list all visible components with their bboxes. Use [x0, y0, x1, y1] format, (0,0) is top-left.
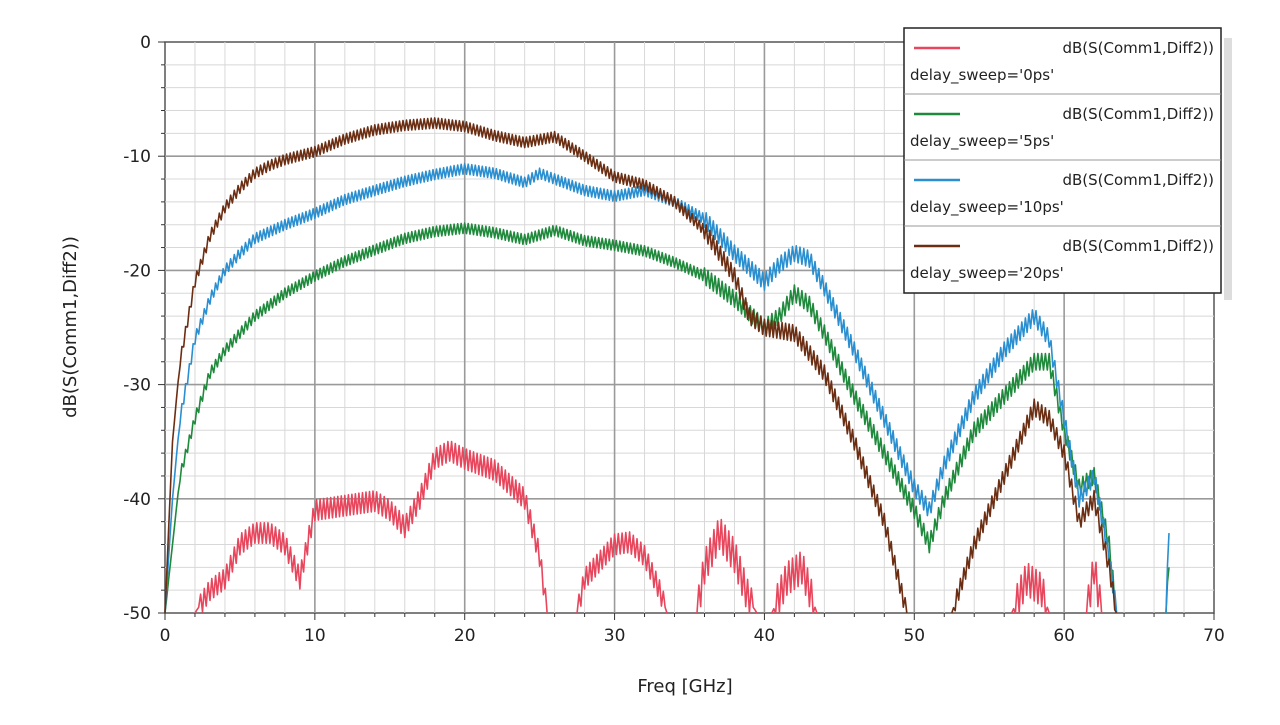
series-line: [194, 440, 548, 614]
series-line: [164, 222, 1118, 614]
series-line: [1085, 561, 1103, 614]
series-line: [951, 398, 1118, 614]
x-tick-label: 60: [1053, 626, 1075, 646]
x-tick-label: 0: [160, 626, 171, 646]
legend-series-name: dB(S(Comm1,Diff2)): [1062, 237, 1214, 255]
legend-series-param: delay_sweep='5ps': [910, 132, 1054, 151]
series-line: [164, 162, 1118, 614]
legend-series-param: delay_sweep='20ps': [910, 264, 1064, 283]
x-axis-label: Freq [GHz]: [637, 676, 732, 697]
x-tick-label: 10: [304, 626, 326, 646]
grid: [158, 41, 1215, 620]
legend-series-name: dB(S(Comm1,Diff2)): [1062, 171, 1214, 189]
legend-series-name: dB(S(Comm1,Diff2)): [1062, 105, 1214, 123]
series-line: [771, 551, 818, 614]
series-line: [1165, 533, 1170, 614]
legend-series-name: dB(S(Comm1,Diff2)): [1062, 39, 1214, 57]
x-tick-label: 20: [454, 626, 476, 646]
series-line: [164, 117, 908, 614]
x-tick-label: 40: [754, 626, 776, 646]
series-line: [576, 531, 668, 614]
legend-series-param: delay_sweep='0ps': [910, 66, 1054, 85]
legend-series-param: delay_sweep='10ps': [910, 198, 1064, 217]
y-tick-label: 0: [140, 33, 151, 53]
legend: dB(S(Comm1,Diff2)) delay_sweep='0ps' dB(S(…: [903, 27, 1232, 300]
y-tick-label: -20: [123, 261, 151, 281]
y-axis-label: dB(S(Comm1,Diff2)): [60, 236, 81, 418]
y-tick-label: -30: [123, 376, 151, 396]
tick-labels: 0 10 20 30 40 50 60 70 0 -10 -20 -30 -40 -50: [123, 33, 1225, 646]
series-lines: [164, 117, 1170, 614]
y-tick-label: -10: [123, 147, 151, 167]
series-line: [1010, 562, 1050, 614]
x-tick-label: 50: [903, 626, 925, 646]
series-line: [696, 518, 758, 614]
y-tick-label: -40: [123, 490, 151, 510]
y-tick-label: -50: [123, 604, 151, 624]
x-tick-label: 70: [1203, 626, 1225, 646]
x-tick-label: 30: [604, 626, 626, 646]
